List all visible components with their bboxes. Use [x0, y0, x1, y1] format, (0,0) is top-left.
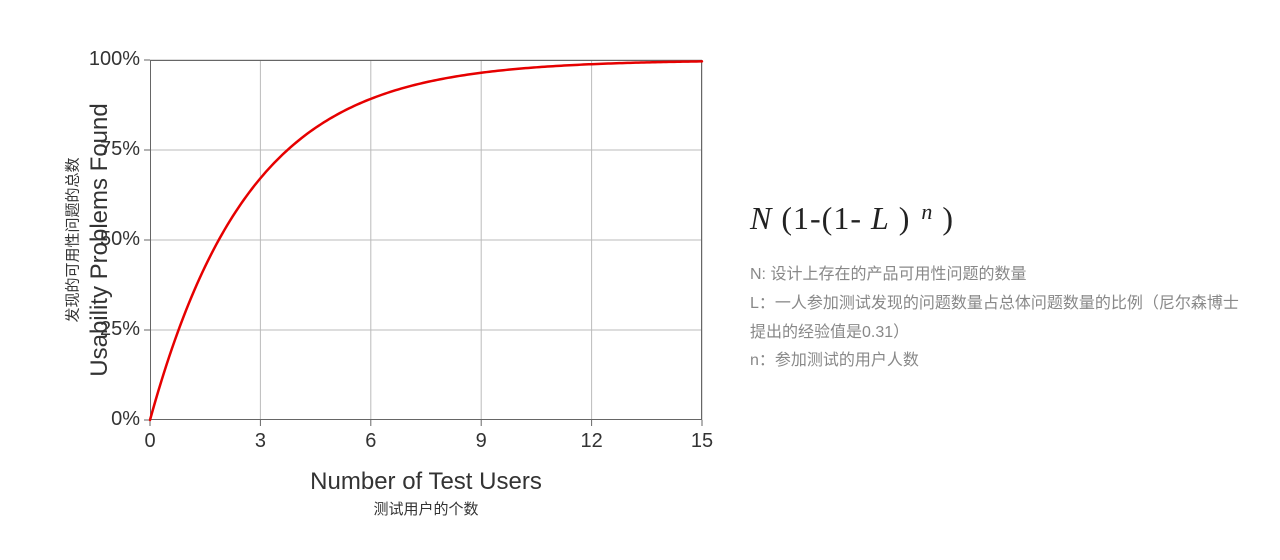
formula-panel: N (1-(1- L ) n ) N: 设计上存在的产品可用性问题的数量 L：一…	[720, 0, 1280, 560]
y-tick-label: 75%	[80, 138, 140, 161]
x-tick-label: 9	[476, 430, 487, 453]
x-tick-label: 3	[255, 430, 266, 453]
legend-N: N: 设计上存在的产品可用性问题的数量	[750, 261, 1240, 290]
formula-display: N (1-(1- L ) n )	[750, 200, 1240, 237]
legend-L: L：一人参加测试发现的问题数量占总体问题数量的比例（尼尔森博士提出的经验值是0.…	[750, 290, 1240, 348]
page: 发现的可用性问题的总数 Usability Problems Found Num…	[0, 0, 1280, 560]
x-tick-label: 6	[365, 430, 376, 453]
x-tick-label: 15	[691, 430, 713, 453]
y-tick-label: 100%	[80, 48, 140, 71]
x-axis-label-en: Number of Test Users	[310, 468, 542, 496]
chart-panel: 发现的可用性问题的总数 Usability Problems Found Num…	[0, 0, 720, 560]
x-axis-label-cn: 测试用户的个数	[373, 498, 478, 519]
legend-n: n：参加测试的用户人数	[750, 347, 1240, 376]
y-tick-label: 0%	[80, 408, 140, 431]
chart-svg	[150, 60, 702, 420]
y-tick-label: 25%	[80, 318, 140, 341]
y-tick-label: 50%	[80, 228, 140, 251]
x-tick-label: 12	[580, 430, 602, 453]
x-tick-label: 0	[144, 430, 155, 453]
